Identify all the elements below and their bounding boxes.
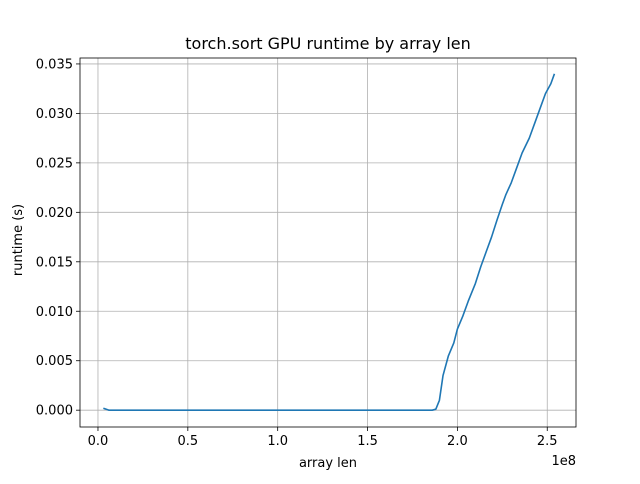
x-tick-label: 1.0 — [267, 434, 288, 449]
series-layer — [103, 73, 556, 411]
y-tick-label: 0.025 — [36, 156, 73, 171]
x-tick-label: 1.5 — [357, 434, 378, 449]
y-tick-label: 0.005 — [36, 354, 73, 369]
grid-layer — [80, 58, 576, 427]
chart-title: torch.sort GPU runtime by array len — [185, 34, 471, 53]
y-tick-label: 0.010 — [36, 305, 73, 320]
axes-frame — [79, 57, 577, 428]
series-line — [103, 73, 556, 411]
y-tick-label: 0.020 — [36, 206, 73, 221]
x-tick-label: 2.0 — [447, 434, 468, 449]
y-tick-label: 0.015 — [36, 255, 73, 270]
x-tick-label: 0.5 — [177, 434, 198, 449]
y-tick-label: 0.000 — [36, 404, 73, 419]
x-tick-label: 0.0 — [88, 434, 109, 449]
y-axis-label: runtime (s) — [11, 204, 26, 276]
y-tick-label: 0.030 — [36, 107, 73, 122]
x-tick-label: 2.5 — [537, 434, 558, 449]
tick-layer: 0.0 0.5 1.0 1.5 2.0 2.5 0.000 0.005 0.010 0.015 0.… — [36, 57, 558, 449]
y-tick-label: 0.035 — [36, 57, 73, 72]
x-axis-offset-label: 1e8 — [551, 454, 576, 469]
x-axis-label: array len — [299, 456, 357, 471]
